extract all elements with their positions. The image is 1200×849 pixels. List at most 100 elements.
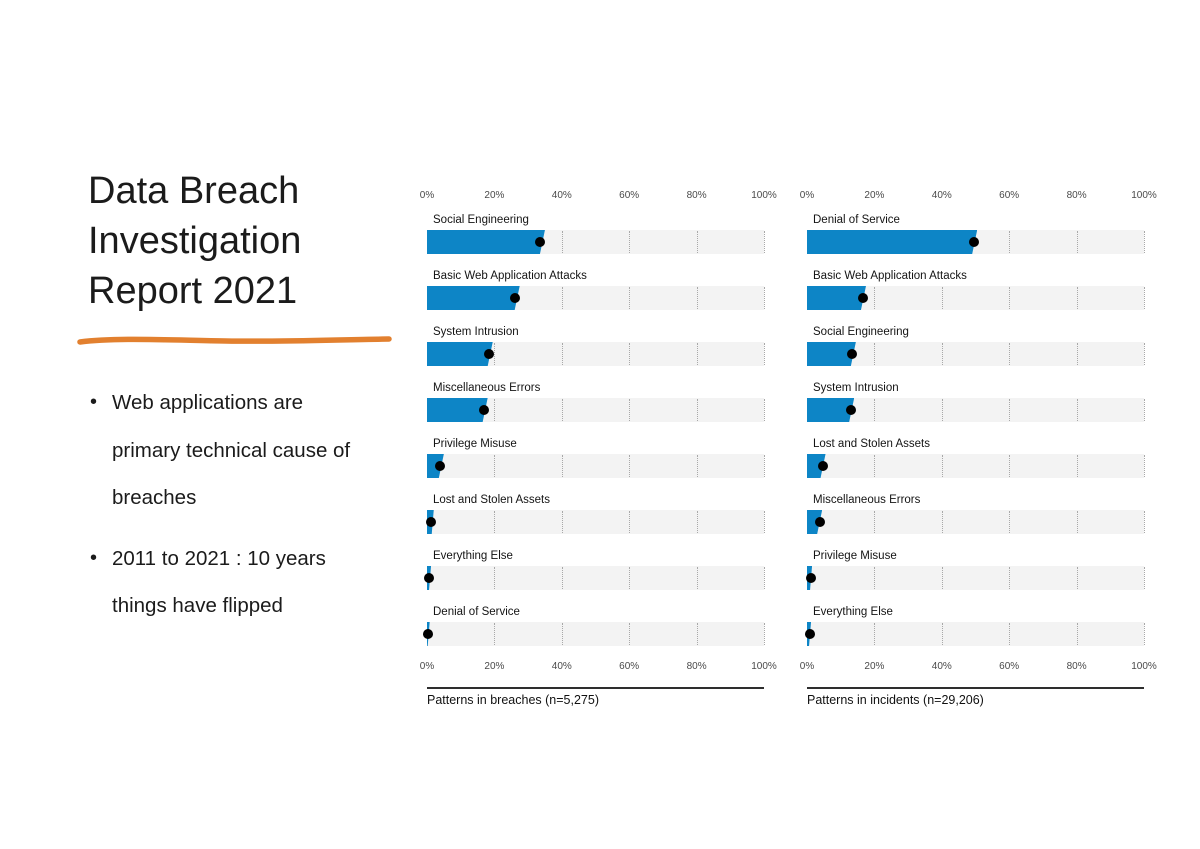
category-label: Lost and Stolen Assets — [813, 438, 930, 450]
gridline — [874, 455, 876, 477]
gridline — [1009, 287, 1011, 309]
gridline — [1144, 231, 1145, 253]
gridline — [764, 231, 765, 253]
gridline — [1009, 231, 1011, 253]
chart-row: Miscellaneous Errors — [807, 493, 1145, 534]
category-label: Privilege Misuse — [433, 438, 517, 450]
gridline — [696, 623, 698, 645]
category-label: Basic Web Application Attacks — [433, 270, 587, 282]
chart-row: Privilege Misuse — [805, 549, 1145, 590]
gridline — [1076, 511, 1078, 533]
gridline — [764, 623, 765, 645]
gridline — [629, 623, 631, 645]
gridline — [629, 399, 631, 421]
bullet-item: • Web applications are primary technical … — [90, 379, 420, 522]
value-dot — [814, 517, 825, 527]
bar — [427, 454, 444, 478]
bar-track — [804, 622, 1145, 646]
x-axis: 0% 20% 40% 60% 80% 100% — [800, 190, 1157, 202]
value-dot — [484, 349, 495, 359]
axis-tick-label: 60% — [619, 661, 640, 672]
gridline — [696, 287, 698, 309]
bar-track — [807, 342, 1145, 366]
category-label: Everything Else — [813, 606, 893, 618]
gridline — [629, 511, 631, 533]
gridline — [629, 567, 631, 589]
gridline — [874, 287, 876, 309]
axis-tick-label: 60% — [999, 661, 1020, 672]
axis-tick-label: 20% — [484, 661, 505, 672]
bullet-marker: • — [90, 391, 98, 413]
gridline — [764, 399, 765, 421]
bar — [807, 230, 977, 254]
axis-tick-label: 100% — [1131, 661, 1157, 672]
gridline — [629, 455, 631, 477]
gridline — [494, 343, 496, 365]
gridline — [764, 287, 765, 309]
gridline — [561, 511, 563, 533]
gridline — [561, 343, 563, 365]
chart-row: System Intrusion — [807, 381, 1145, 422]
gridline — [874, 511, 876, 533]
gridline — [494, 623, 496, 645]
chart-row: System Intrusion — [427, 325, 765, 366]
chart-row: Social Engineering — [807, 325, 1145, 366]
gridline — [1076, 623, 1078, 645]
accent-underline — [77, 336, 392, 345]
bar-track — [807, 398, 1145, 422]
gridline — [629, 231, 631, 253]
axis-tick-label: 20% — [864, 190, 885, 201]
bar-track — [423, 622, 765, 646]
axis-tick-label: 0% — [419, 190, 435, 201]
bar-track — [427, 342, 765, 366]
bar-track — [426, 510, 765, 534]
bar — [807, 286, 866, 310]
gridline — [1009, 511, 1011, 533]
bullet-list: • Web applications are primary technical … — [90, 379, 420, 643]
gridline — [764, 511, 765, 533]
gridline — [1144, 399, 1145, 421]
axis-tick-label: 80% — [686, 661, 707, 672]
gridline — [1076, 455, 1078, 477]
chart-row: Denial of Service — [423, 605, 765, 646]
gridline — [764, 567, 765, 589]
bar — [427, 230, 545, 254]
category-label: Denial of Service — [813, 214, 900, 226]
bar — [807, 454, 826, 478]
axis-tick-label: 20% — [864, 661, 885, 672]
gridline — [629, 287, 631, 309]
x-axis: 0% 20% 40% 60% 80% 100% — [420, 190, 777, 202]
category-label: Social Engineering — [813, 326, 909, 338]
gridline — [561, 231, 563, 253]
category-label: Denial of Service — [433, 606, 520, 618]
gridline — [696, 231, 698, 253]
chart-row: Miscellaneous Errors — [427, 381, 765, 422]
gridline — [1009, 623, 1011, 645]
gridline — [941, 623, 943, 645]
gridline — [561, 567, 563, 589]
chart-row: Basic Web Application Attacks — [427, 269, 765, 310]
gridline — [1076, 231, 1078, 253]
gridline — [696, 399, 698, 421]
axis-tick-label: 0% — [419, 661, 435, 672]
gridline — [1076, 567, 1078, 589]
gridline — [941, 287, 943, 309]
gridline — [561, 623, 563, 645]
gridline — [561, 399, 563, 421]
bar-track — [805, 566, 1145, 590]
bullet-text: Web applications are primary technical c… — [112, 391, 351, 509]
value-dot — [857, 293, 868, 303]
x-axis: 0% 20% 40% 60% 80% 100% — [800, 661, 1157, 673]
bar-track — [427, 230, 765, 254]
gridline — [561, 287, 563, 309]
gridline — [1076, 287, 1078, 309]
gridline — [941, 399, 943, 421]
bar-track — [427, 454, 765, 478]
axis-tick-label: 60% — [999, 190, 1020, 201]
category-label: Social Engineering — [433, 214, 529, 226]
axis-tick-label: 40% — [551, 661, 572, 672]
chart-row: Basic Web Application Attacks — [807, 269, 1145, 310]
gridline — [1009, 455, 1011, 477]
category-label: System Intrusion — [433, 326, 519, 338]
axis-tick-label: 80% — [1066, 661, 1087, 672]
